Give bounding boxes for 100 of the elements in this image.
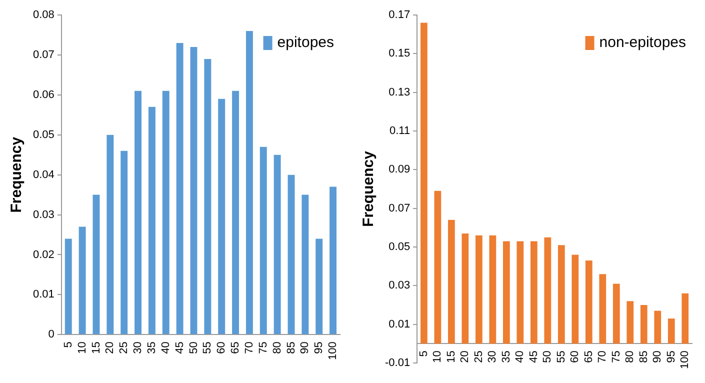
x-tick-label: 35 (146, 342, 158, 354)
x-tick-label: 100 (679, 350, 692, 370)
bar (682, 293, 689, 344)
bar (572, 254, 579, 344)
bar (420, 22, 428, 344)
x-tick-label: 60 (216, 342, 228, 354)
legend-label: non-epitopes (599, 34, 686, 52)
x-tick-label: 5 (62, 342, 74, 348)
x-tick-label: 90 (652, 350, 664, 363)
bar (176, 42, 184, 334)
bar (599, 274, 606, 344)
x-tick-label: 40 (160, 342, 172, 354)
y-tick-label: 0.08 (32, 9, 54, 22)
x-tick-label: 85 (285, 342, 298, 354)
bar (585, 260, 592, 344)
bar (274, 154, 281, 334)
bar (316, 238, 323, 334)
y-tick-label: 0 (48, 328, 54, 341)
x-tick-label: 30 (486, 350, 499, 363)
x-tick-label: 95 (313, 342, 326, 354)
x-tick-label: 50 (188, 342, 200, 354)
bar (134, 90, 142, 334)
x-tick-label: 35 (500, 350, 512, 363)
x-tick-label: 55 (555, 350, 568, 363)
y-tick-label: 0.01 (388, 318, 410, 330)
bar (475, 235, 482, 344)
y-tick-label: 0.09 (388, 164, 410, 176)
y-axis-title: Frequency (8, 136, 26, 213)
bar (64, 238, 72, 334)
x-tick-label: 90 (299, 342, 312, 354)
bar (302, 194, 309, 334)
bar (162, 90, 170, 334)
y-tick-label: 0.01 (32, 288, 54, 301)
bar (448, 220, 455, 344)
y-tick-label: 0.04 (32, 168, 54, 181)
y-tick-label: 0.03 (32, 208, 54, 221)
bar (148, 106, 156, 334)
y-tick-label: 0.15 (388, 48, 410, 60)
y-tick-label: 0.17 (388, 9, 410, 22)
x-tick-label: 15 (445, 350, 458, 363)
bar (204, 58, 212, 334)
legend-label: epitopes (277, 34, 334, 52)
x-tick-label: 45 (528, 350, 540, 363)
x-tick-label: 85 (638, 350, 650, 363)
x-tick-label: 15 (90, 342, 102, 354)
x-tick-label: 95 (665, 350, 678, 363)
x-tick-label: 55 (202, 342, 214, 354)
bar (106, 134, 114, 334)
x-tick-label: 5 (418, 350, 430, 357)
y-tick-label: -0.01 (384, 357, 410, 370)
y-tick-label: 0.11 (389, 125, 410, 138)
bar (530, 241, 538, 344)
bar (330, 186, 337, 334)
bar (232, 90, 240, 334)
bar (218, 98, 226, 334)
bar (626, 301, 634, 344)
x-tick-label: 75 (257, 342, 270, 354)
y-tick-label: 0.03 (388, 280, 410, 292)
bar (502, 241, 510, 344)
bar (78, 226, 86, 334)
x-tick-label: 10 (432, 350, 444, 363)
x-tick-label: 80 (624, 350, 636, 363)
x-tick-label: 20 (459, 350, 472, 363)
x-tick-label: 75 (610, 350, 622, 363)
bar (246, 30, 253, 334)
y-axis-title: Frequency (360, 150, 378, 227)
bar (462, 233, 469, 344)
bar (668, 318, 675, 344)
x-tick-label: 10 (76, 342, 88, 354)
x-tick-label: 70 (596, 350, 609, 363)
x-tick-label: 45 (174, 342, 186, 354)
x-tick-label: 65 (230, 342, 242, 354)
bar (558, 245, 565, 344)
bar (640, 305, 648, 344)
x-tick-label: 25 (118, 342, 130, 354)
x-tick-label: 60 (569, 350, 582, 363)
bar (489, 235, 496, 344)
x-tick-label: 20 (104, 342, 116, 354)
bar (434, 190, 442, 344)
bar (190, 46, 198, 334)
x-tick-label: 50 (542, 350, 554, 363)
x-tick-label: 80 (271, 342, 284, 354)
x-tick-label: 40 (514, 350, 526, 363)
y-tick-label: 0.07 (388, 202, 410, 214)
x-tick-label: 100 (327, 342, 340, 360)
y-tick-label: 0.06 (32, 88, 54, 101)
bar (92, 194, 100, 334)
y-tick-label: 0.05 (388, 241, 410, 254)
bar (260, 146, 267, 334)
x-tick-label: 65 (582, 350, 595, 363)
y-tick-label: 0.05 (32, 128, 54, 141)
y-tick-label: 0.07 (32, 48, 54, 61)
y-tick-label: 0.13 (388, 86, 410, 98)
x-tick-label: 30 (132, 342, 144, 354)
bar (516, 241, 524, 344)
y-tick-label: 0.02 (32, 248, 54, 261)
bar (288, 174, 295, 334)
bar (612, 284, 620, 344)
x-tick-label: 25 (472, 350, 485, 363)
bar (544, 237, 552, 344)
